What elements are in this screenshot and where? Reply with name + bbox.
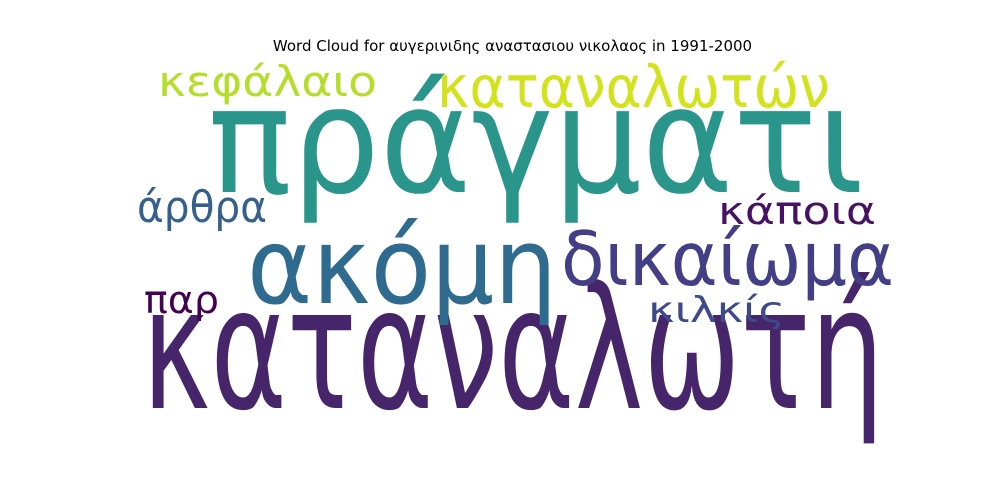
word-6: κεφάλαιο bbox=[158, 57, 377, 106]
word-1: καταναλωτή bbox=[142, 251, 884, 449]
word-8: κάποια bbox=[718, 189, 876, 233]
word-3: ακόμη bbox=[247, 205, 557, 328]
word-10: κιλκίς bbox=[648, 290, 785, 331]
word-2: πράγματι bbox=[208, 55, 864, 227]
word-4: δικαίωμα bbox=[561, 215, 894, 303]
word-5: καταναλωτών bbox=[437, 53, 830, 121]
word-7: άρθρα bbox=[137, 182, 267, 233]
word-9: παρ bbox=[144, 278, 219, 322]
chart-title: Word Cloud for αυγερινιδης αναστασιου νι… bbox=[272, 37, 753, 55]
